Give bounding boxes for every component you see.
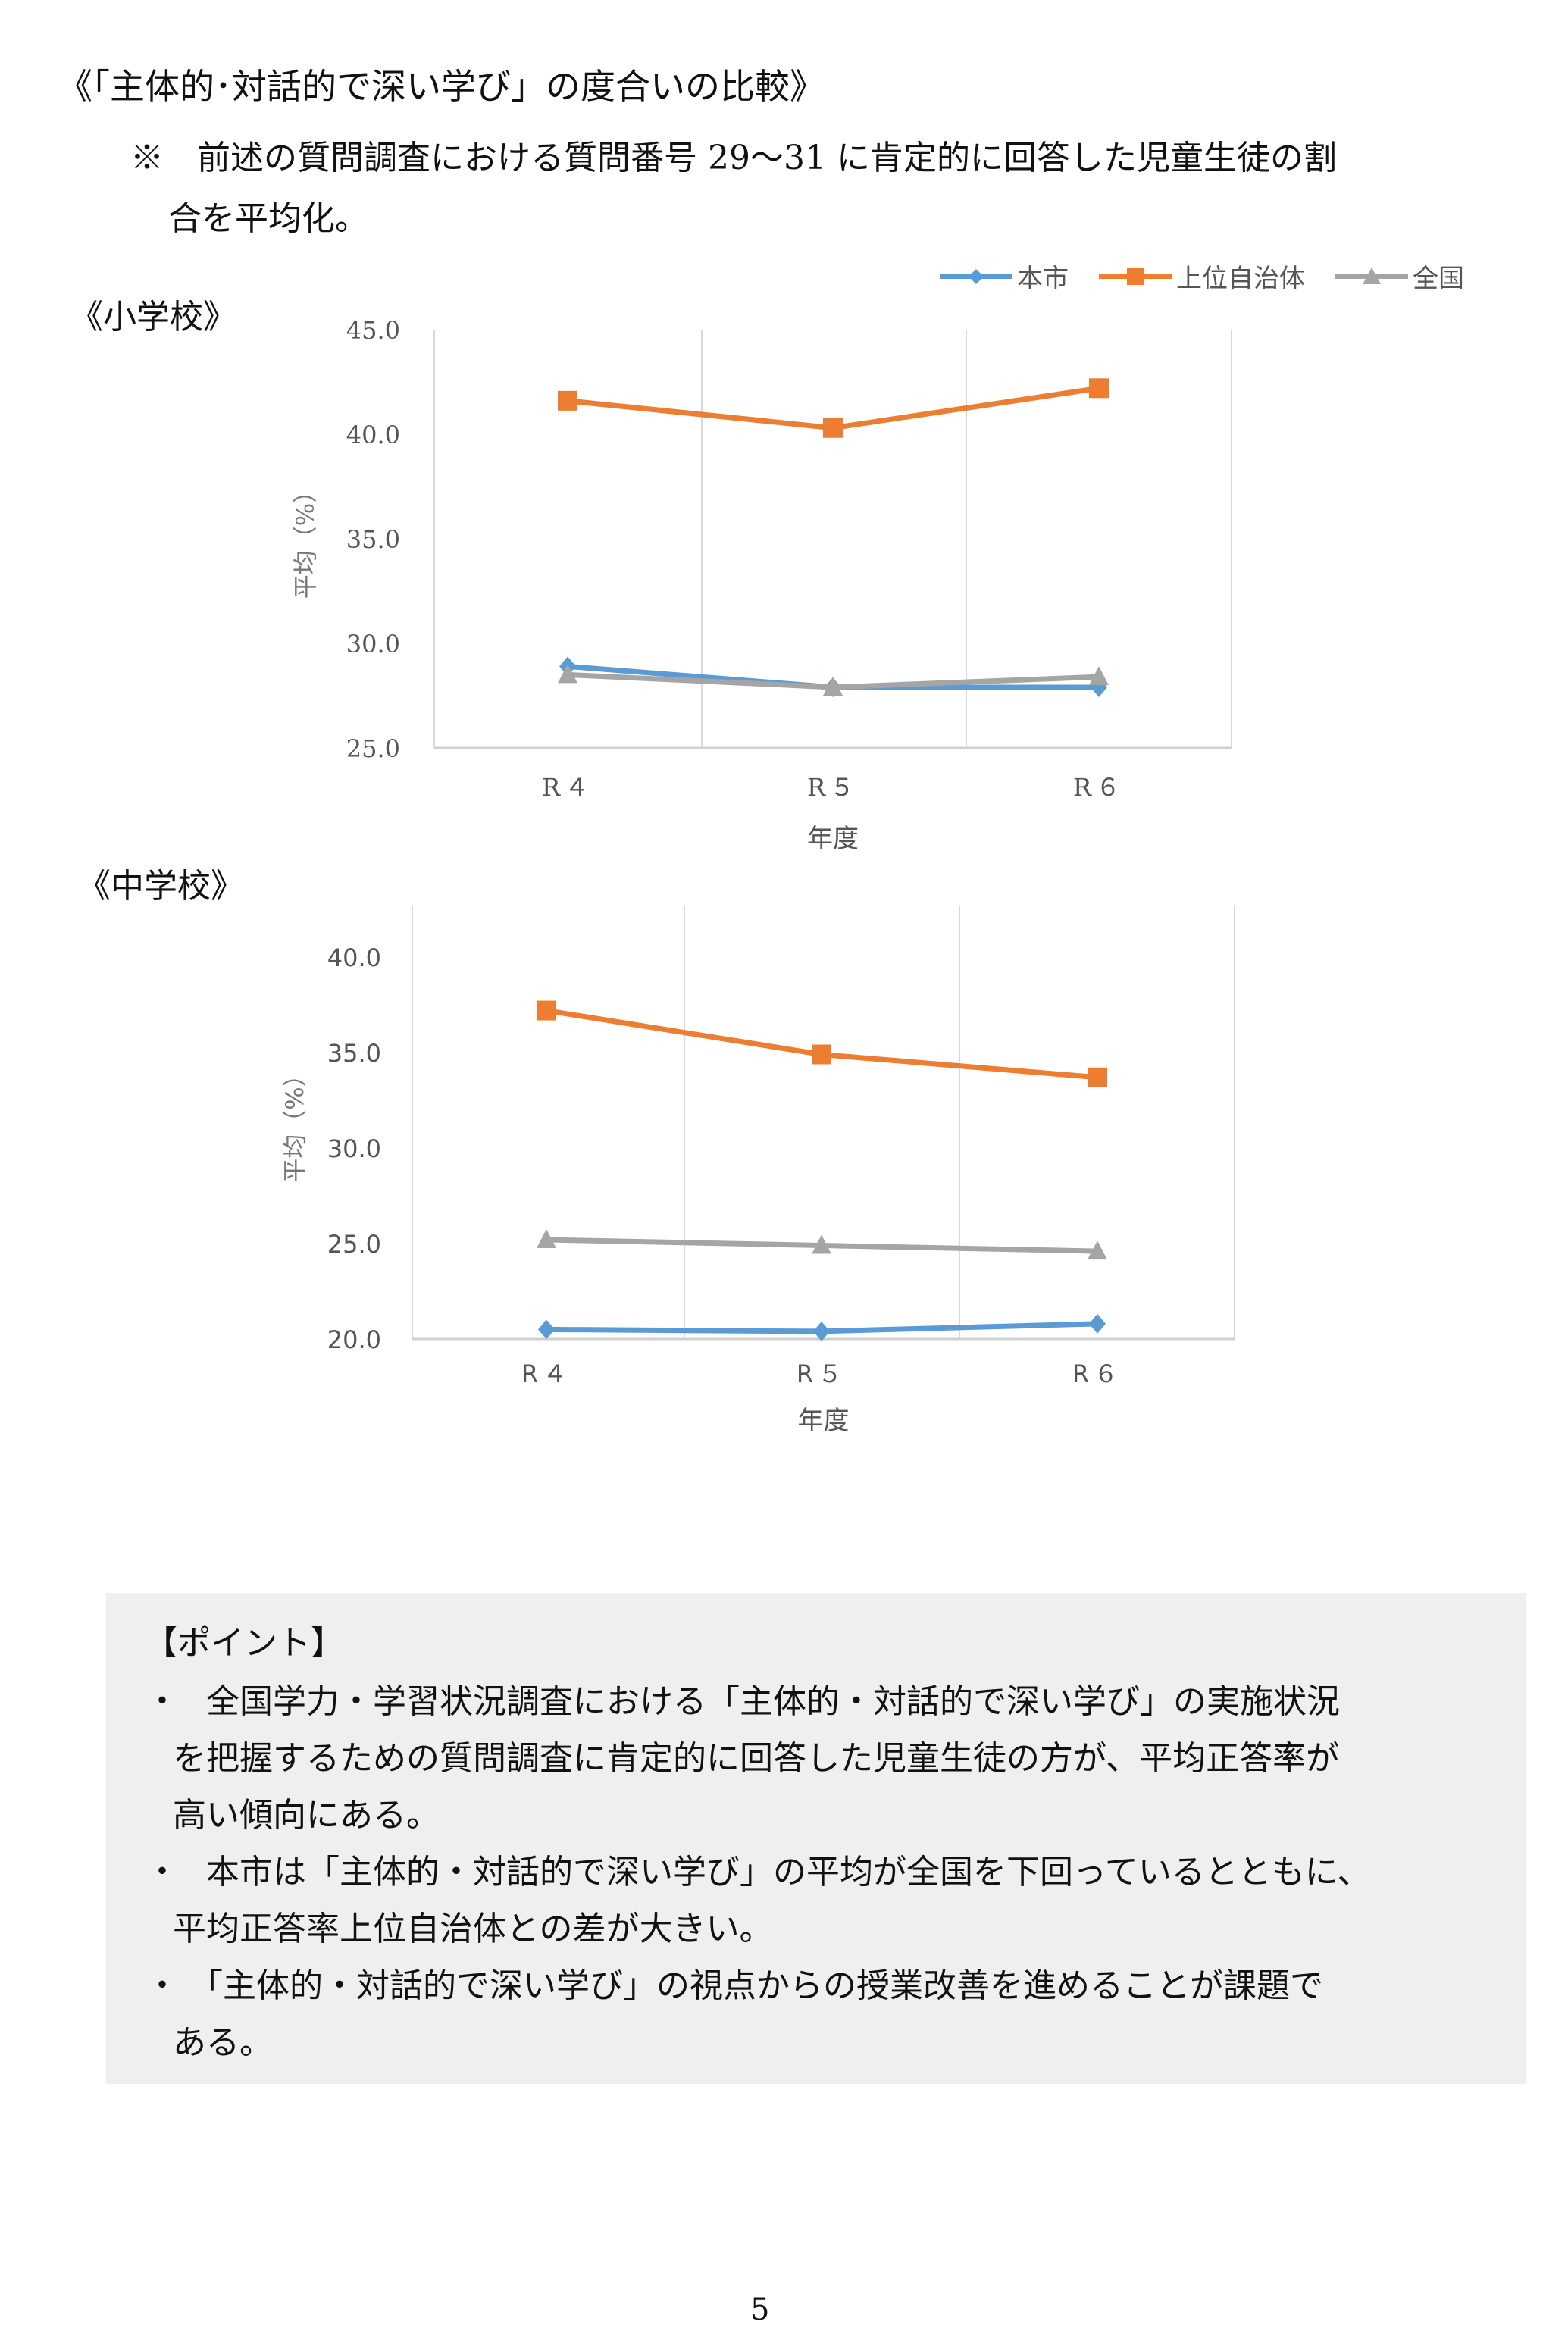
y-tick-label: 30.0 (327, 1134, 381, 1163)
data-point-triangle (1088, 1240, 1107, 1260)
y-axis-title: 平均（%） (291, 479, 320, 599)
data-point-diamond (1089, 1313, 1106, 1334)
data-point-triangle (558, 664, 577, 684)
point-text-line: 平均正答率上位自治体との差が大きい。 (173, 1910, 773, 1948)
page-number: 5 (750, 2292, 770, 2327)
y-tick-label: 35.0 (346, 525, 400, 554)
legend-marker-triangle-icon (1335, 267, 1408, 284)
y-tick-label: 20.0 (327, 1325, 381, 1354)
section-title: 《「主体的･対話的で深い学び」の度合いの比較》 (58, 66, 825, 107)
data-point-diamond (538, 1319, 555, 1340)
bullet: ・ (146, 1682, 179, 1721)
line-charts: 25.030.035.040.045.0R４ R５ R６年度平均（%）20.025.… (280, 316, 1235, 1436)
legend-marker-diamond-icon (940, 268, 1012, 284)
point-text-line: 全国学力・学習状況調査における「主体的・対話的で深い学び」の実施状況 (173, 1682, 1340, 1721)
data-point-square (1089, 378, 1109, 399)
data-point-square (558, 390, 577, 411)
x-tick-label: R５ (807, 773, 859, 802)
x-tick-label: R６ (1073, 773, 1125, 802)
y-tick-label: 40.0 (346, 421, 400, 449)
point-text-line: 「主体的・対話的で深い学び」の視点からの授業改善を進めることが課題で (173, 1966, 1323, 2005)
x-tick-label: R５ (797, 1359, 847, 1388)
point-text-line: ある。 (173, 2023, 273, 2062)
y-tick-label: 30.0 (346, 630, 400, 659)
legend-item-city: 本市 (940, 258, 1069, 295)
junior-high-chart-title: 《中学校》 (77, 867, 244, 906)
data-point-square (823, 418, 843, 438)
y-axis-title: 平均（%） (280, 1062, 309, 1182)
y-tick-label: 25.0 (346, 734, 400, 763)
bullet: ・ (146, 1966, 179, 2005)
note-line-1: ※ 前述の質問調査における質問番号 29～31 に肯定的に回答した児童生徒の割 (130, 139, 1337, 177)
data-point-diamond (813, 1321, 830, 1341)
data-point-square (537, 1000, 556, 1021)
point-text-line: を把握するための質問調査に肯定的に回答した児童生徒の方が、平均正答率が (173, 1739, 1340, 1778)
x-axis-title: 年度 (798, 1406, 850, 1436)
data-point-triangle (812, 1234, 831, 1254)
y-tick-label: 45.0 (346, 316, 400, 345)
x-axis-title: 年度 (807, 824, 859, 854)
elementary-chart-title: 《小学校》 (70, 298, 236, 336)
y-tick-label: 35.0 (327, 1039, 381, 1068)
series-line-1 (546, 1008, 1098, 1081)
legend-item-national: 全国 (1335, 258, 1464, 295)
y-tick-label: 40.0 (327, 943, 381, 972)
data-point-triangle (537, 1228, 556, 1248)
chart-legend: 本市 上位自治体 全国 (940, 258, 1464, 295)
point-box (106, 1593, 1526, 2084)
point-text-line: 本市は「主体的・対話的で深い学び」の平均が全国を下回っているとともに、 (173, 1853, 1371, 1891)
bullet: ・ (146, 1853, 179, 1891)
x-tick-label: R４ (521, 1359, 571, 1388)
data-point-triangle (823, 676, 843, 696)
legend-label: 全国 (1413, 264, 1464, 294)
legend-label: 本市 (1017, 264, 1069, 294)
legend-marker-square-icon (1099, 267, 1172, 285)
note-line-2: 合を平均化。 (168, 199, 368, 238)
point-heading: 【ポイント】 (144, 1624, 344, 1663)
data-point-square (812, 1044, 831, 1065)
legend-item-top: 上位自治体 (1099, 258, 1305, 295)
y-tick-label: 25.0 (327, 1230, 381, 1259)
legend-label: 上位自治体 (1176, 264, 1305, 294)
data-point-triangle (1089, 666, 1109, 686)
data-point-square (1088, 1067, 1107, 1087)
point-text-line: 高い傾向にある。 (173, 1796, 440, 1835)
x-tick-label: R６ (1072, 1359, 1122, 1388)
x-tick-label: R４ (542, 773, 593, 802)
